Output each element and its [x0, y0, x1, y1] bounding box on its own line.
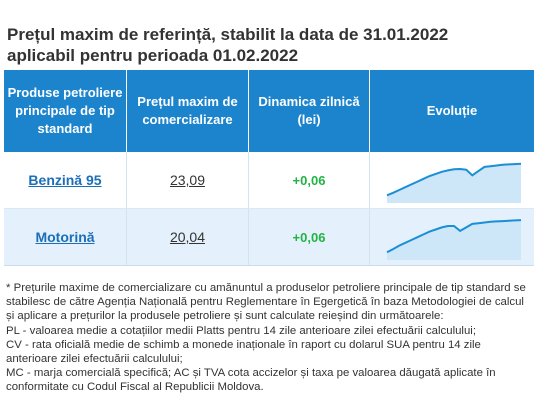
title-line-1: Prețul maxim de referință, stabilit la d…	[7, 25, 449, 44]
sparkline-area	[387, 220, 521, 260]
header-dynamics: Dinamica zilnică (lei)	[249, 70, 370, 152]
dynamics-cell: +0,06	[249, 209, 370, 265]
header-price: Prețul maxim de comercializare	[127, 70, 249, 152]
price-value: 23,09	[169, 172, 206, 188]
title-line-2: aplicabil pentru perioada 01.02.2022	[7, 46, 299, 65]
header-evolution: Evoluție	[426, 103, 478, 118]
footnotes: * Prețurile maxime de comercializare cu …	[6, 281, 531, 395]
note-intro: * Prețurile maxime de comercializare cu …	[6, 282, 526, 323]
evolution-sparkline	[386, 219, 522, 260]
note-mc: MC - marja comercială specifică; AC și T…	[6, 367, 496, 394]
note-pl: PL - valoarea medie a cotațiilor medii P…	[6, 324, 476, 337]
evolution-cell	[370, 152, 534, 208]
table-row: Motorină 20,04 +0,06	[4, 209, 534, 266]
note-cv: CV - rata oficială medie de schimb a mon…	[6, 338, 481, 366]
header-product: Produse petroliere principale de tip sta…	[4, 70, 127, 152]
product-link-benzina[interactable]: Benzină 95	[28, 172, 102, 188]
table-header: Produse petroliere principale de tip sta…	[4, 70, 534, 152]
price-cell: 23,09	[127, 152, 249, 208]
dynamics-value: +0,06	[292, 172, 326, 188]
product-cell: Motorină	[4, 209, 127, 265]
sparkline-line	[386, 219, 522, 254]
dynamics-cell: +0,06	[249, 152, 370, 208]
product-cell: Benzină 95	[4, 152, 127, 208]
sparkline-area	[387, 163, 521, 203]
table-row: Benzină 95 23,09 +0,06	[4, 152, 534, 209]
dynamics-value: +0,06	[292, 229, 326, 245]
evolution-sparkline	[386, 162, 522, 203]
sparkline-line	[386, 162, 522, 197]
price-cell: 20,04	[127, 209, 249, 265]
price-value: 20,04	[169, 229, 206, 245]
page-title: Prețul maxim de referință, stabilit la d…	[7, 24, 532, 66]
evolution-cell	[370, 209, 534, 265]
fuel-price-table: Produse petroliere principale de tip sta…	[4, 70, 534, 266]
product-link-motorina[interactable]: Motorină	[35, 229, 95, 245]
